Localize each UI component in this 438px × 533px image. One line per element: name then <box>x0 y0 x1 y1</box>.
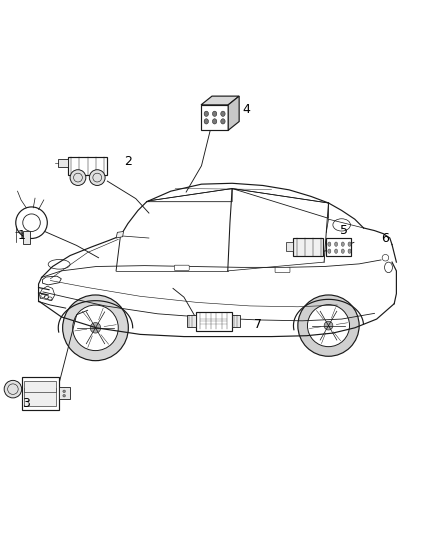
Ellipse shape <box>204 119 208 124</box>
Ellipse shape <box>204 111 208 116</box>
FancyBboxPatch shape <box>201 105 228 130</box>
FancyBboxPatch shape <box>24 381 56 392</box>
Circle shape <box>63 295 128 361</box>
FancyBboxPatch shape <box>68 157 107 175</box>
Ellipse shape <box>221 119 225 124</box>
Circle shape <box>70 169 86 185</box>
Ellipse shape <box>335 249 338 253</box>
Text: 2: 2 <box>124 155 132 168</box>
Ellipse shape <box>63 394 65 397</box>
FancyBboxPatch shape <box>286 243 293 251</box>
Circle shape <box>298 295 359 356</box>
Ellipse shape <box>328 242 331 246</box>
FancyBboxPatch shape <box>187 315 196 327</box>
FancyBboxPatch shape <box>232 315 240 327</box>
Circle shape <box>16 207 47 238</box>
FancyBboxPatch shape <box>293 238 323 256</box>
Ellipse shape <box>341 249 344 253</box>
Ellipse shape <box>63 390 65 393</box>
FancyBboxPatch shape <box>21 377 59 410</box>
FancyBboxPatch shape <box>196 312 232 331</box>
FancyBboxPatch shape <box>326 238 351 256</box>
Polygon shape <box>116 231 124 238</box>
Circle shape <box>324 321 333 330</box>
FancyBboxPatch shape <box>23 231 30 244</box>
Ellipse shape <box>328 249 331 253</box>
FancyBboxPatch shape <box>24 389 56 407</box>
Polygon shape <box>201 96 239 105</box>
Text: 6: 6 <box>381 231 389 245</box>
Ellipse shape <box>212 111 217 116</box>
Ellipse shape <box>348 249 351 253</box>
Text: 3: 3 <box>22 397 30 410</box>
Ellipse shape <box>341 242 344 246</box>
Polygon shape <box>228 96 239 130</box>
FancyBboxPatch shape <box>174 265 189 270</box>
FancyBboxPatch shape <box>275 268 290 273</box>
Circle shape <box>90 322 101 333</box>
Text: 4: 4 <box>242 103 250 116</box>
Circle shape <box>89 169 105 185</box>
FancyBboxPatch shape <box>59 386 70 399</box>
Circle shape <box>4 381 21 398</box>
Circle shape <box>307 304 350 346</box>
Ellipse shape <box>221 111 225 116</box>
FancyBboxPatch shape <box>58 159 68 167</box>
Text: 5: 5 <box>340 224 348 237</box>
Ellipse shape <box>335 242 338 246</box>
Text: 7: 7 <box>254 318 262 331</box>
Ellipse shape <box>212 119 217 124</box>
Text: 1: 1 <box>18 229 26 243</box>
Polygon shape <box>39 152 399 336</box>
Circle shape <box>73 305 118 351</box>
Ellipse shape <box>348 242 351 246</box>
